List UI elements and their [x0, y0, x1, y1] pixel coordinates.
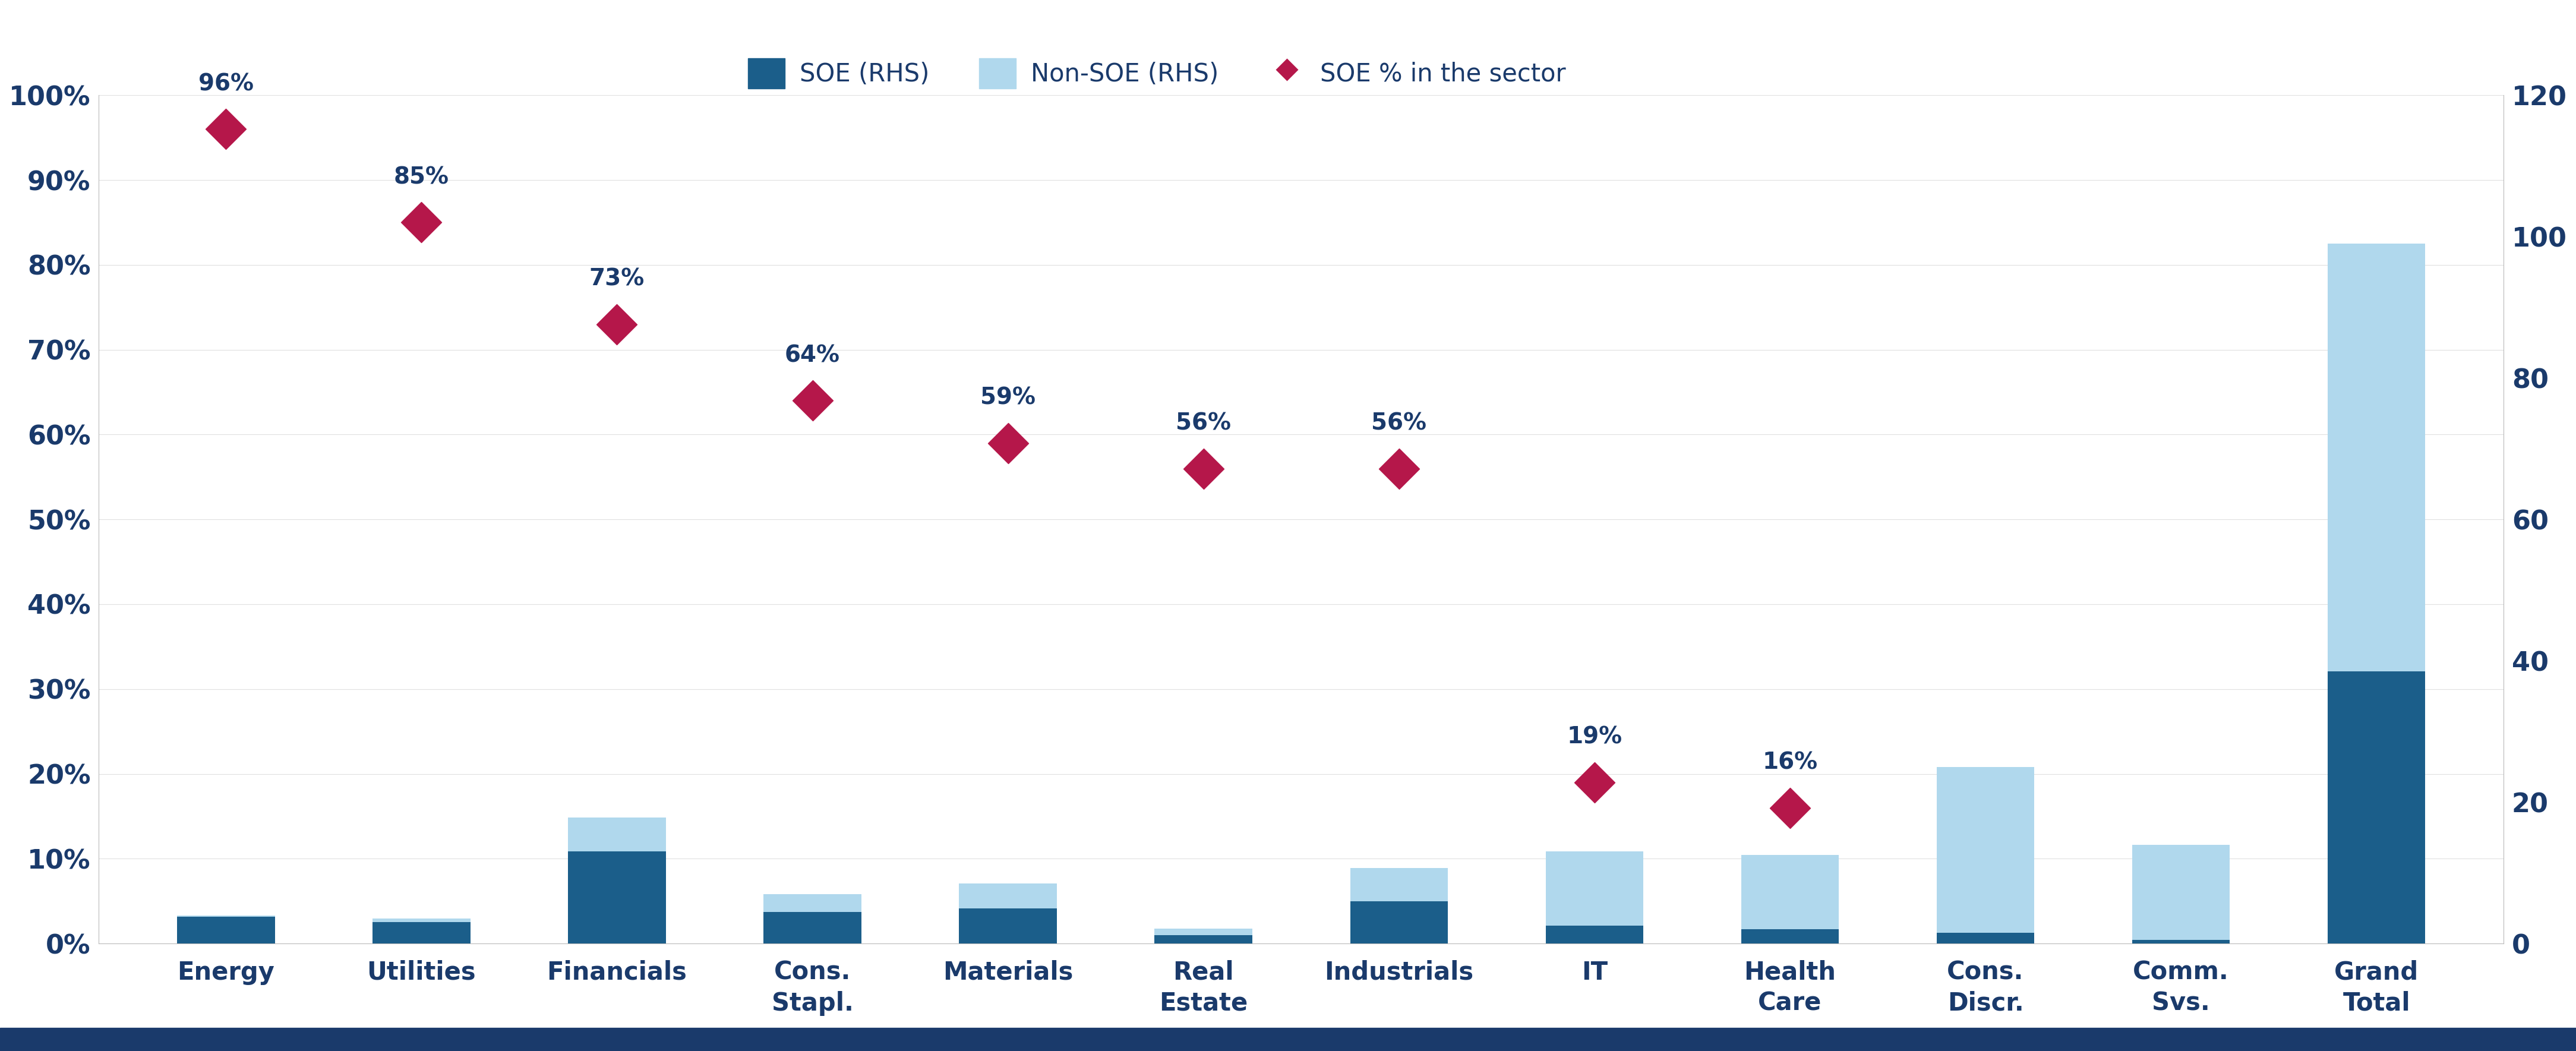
SOE % in the sector: [1770, 800, 1811, 817]
Bar: [374, 919, 471, 923]
Text: 6%: 6%: [1965, 837, 2004, 859]
Bar: [958, 884, 1056, 908]
SOE % in the sector: [595, 316, 636, 333]
Bar: [569, 851, 665, 944]
Bar: [958, 908, 1056, 944]
Bar: [2133, 845, 2231, 940]
Bar: [374, 923, 471, 944]
Bar: [1350, 868, 1448, 901]
Text: 19%: 19%: [1566, 726, 1623, 748]
SOE % in the sector: [791, 392, 832, 409]
Bar: [1546, 926, 1643, 944]
SOE % in the sector: [206, 121, 247, 138]
Bar: [178, 916, 276, 944]
Bar: [1546, 851, 1643, 926]
Text: 3%: 3%: [2161, 862, 2200, 884]
Bar: [1741, 856, 1839, 929]
Text: 73%: 73%: [590, 268, 644, 290]
Text: 59%: 59%: [981, 387, 1036, 409]
SOE % in the sector: [2161, 910, 2202, 927]
Text: 56%: 56%: [1175, 412, 1231, 434]
Bar: [569, 818, 665, 851]
Bar: [2329, 244, 2427, 672]
Bar: [762, 911, 860, 944]
Text: 39%: 39%: [2349, 556, 2403, 579]
SOE % in the sector: [2357, 604, 2398, 621]
Text: 16%: 16%: [1762, 751, 1819, 774]
Bar: [1154, 935, 1252, 944]
Bar: [1350, 901, 1448, 944]
Text: 96%: 96%: [198, 73, 252, 96]
Text: 64%: 64%: [786, 344, 840, 367]
SOE % in the sector: [402, 214, 443, 231]
SOE % in the sector: [1574, 774, 1615, 790]
Bar: [1937, 767, 2035, 933]
Text: 56%: 56%: [1370, 412, 1427, 434]
Bar: [1154, 929, 1252, 935]
SOE % in the sector: [1378, 460, 1419, 477]
Legend: SOE (RHS), Non-SOE (RHS), SOE % in the sector: SOE (RHS), Non-SOE (RHS), SOE % in the s…: [737, 48, 1577, 98]
SOE % in the sector: [1965, 884, 2007, 901]
SOE % in the sector: [987, 435, 1028, 452]
SOE % in the sector: [1182, 460, 1224, 477]
Text: 85%: 85%: [394, 166, 448, 188]
Bar: [1741, 929, 1839, 944]
Bar: [178, 915, 276, 916]
Bar: [1937, 933, 2035, 944]
Bar: [2329, 672, 2427, 944]
Bar: [2133, 940, 2231, 944]
Bar: [762, 894, 860, 911]
